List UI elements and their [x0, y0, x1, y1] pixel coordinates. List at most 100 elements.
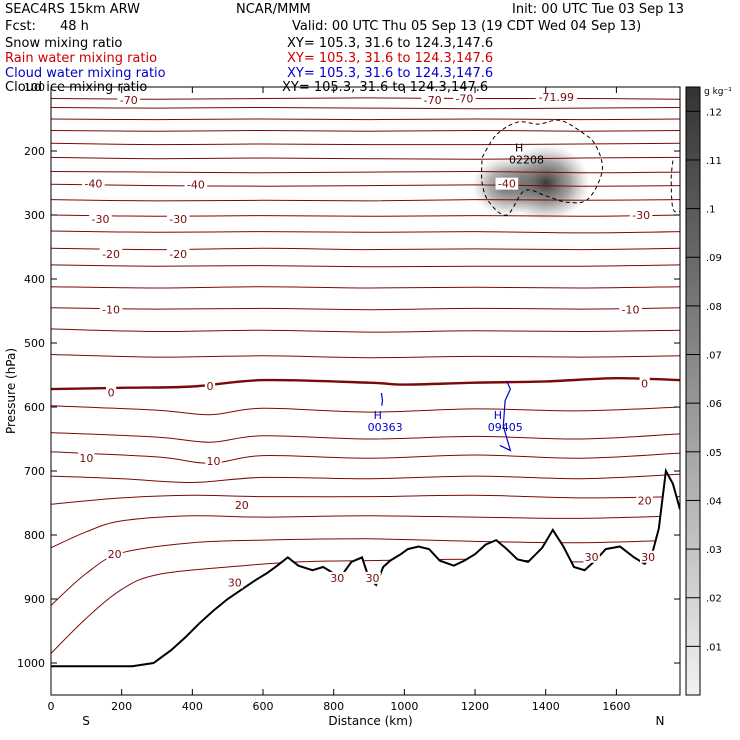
contour-label: 30	[366, 572, 380, 585]
init-time: Init: 00 UTC Tue 03 Sep 13	[512, 2, 685, 17]
contour-label: -10	[102, 304, 120, 317]
y-tick-label: 600	[24, 401, 45, 414]
temperature-contour	[51, 142, 680, 146]
contour-label-bg	[233, 498, 251, 511]
contour-label: -20	[169, 248, 187, 261]
y-axis-label: Pressure (hPa)	[4, 348, 18, 434]
y-tick-label: 100	[24, 81, 45, 94]
temperature-contour	[51, 118, 680, 121]
contour-label-bg	[629, 209, 653, 221]
x-axis-label: Distance (km)	[328, 714, 412, 728]
y-tick-label: 400	[24, 273, 45, 286]
colorbar-tick-label: .02	[706, 594, 722, 605]
high-marker: H	[515, 141, 523, 154]
temperature-contour	[51, 214, 680, 217]
x-tick-label: 600	[253, 700, 274, 713]
contour-label-bg	[105, 386, 117, 399]
contour-label: 30	[330, 572, 344, 585]
y-tick-label: 200	[24, 145, 45, 158]
legend-snow-xy: XY= 105.3, 31.6 to 124.3,147.6	[287, 36, 494, 51]
colorbar-tick-label: .11	[706, 156, 722, 167]
contour-label-bg	[226, 576, 243, 589]
x-tick-label: 1400	[532, 700, 560, 713]
contour-label-bg	[184, 178, 208, 191]
temperature-contour	[51, 106, 680, 110]
legend-cloud-water-xy: XY= 105.3, 31.6 to 124.3,147.6	[287, 66, 494, 81]
x-tick-label: 1600	[602, 700, 630, 713]
contour-label: 10	[207, 455, 221, 468]
contour-label-bg	[99, 303, 123, 316]
colorbar-tick-label: .12	[706, 107, 722, 118]
temperature-contour	[51, 170, 680, 174]
contour-label: 20	[235, 499, 249, 512]
contour-label: -40	[187, 178, 205, 191]
contour-label-bg	[453, 92, 476, 105]
contour-label: -30	[632, 209, 650, 222]
temperature-contour	[51, 264, 680, 268]
contour-label-bg	[166, 212, 190, 225]
colorbar-tick-label: .04	[706, 496, 722, 507]
cloud-water-contour	[499, 381, 512, 452]
temperature-contour	[51, 494, 680, 505]
y-tick-label: 900	[24, 593, 45, 606]
y-tick-label: 500	[24, 337, 45, 350]
contour-label: -30	[169, 213, 187, 226]
y-tick-label: 700	[24, 465, 45, 478]
contour-label-bg	[421, 93, 444, 106]
contour-label: -70	[424, 94, 442, 107]
contour-label-bg	[619, 303, 642, 316]
contour-label: -40	[84, 178, 102, 191]
temperature-contour	[51, 247, 680, 251]
cloud-water-contour	[380, 392, 384, 406]
x-tick-label: 200	[111, 700, 132, 713]
x-tick-label: 400	[182, 700, 203, 713]
temperature-contour	[51, 451, 680, 464]
colorbar-tick-label: .06	[706, 399, 722, 410]
contour-label: -10	[622, 304, 640, 317]
high-value: 02208	[509, 153, 544, 166]
colorbar-tick-label: .07	[706, 351, 722, 362]
x-tick-label: 0	[48, 700, 55, 713]
contour-label: 30	[641, 551, 655, 564]
temperature-contour	[51, 307, 680, 311]
contour-label: -70	[120, 94, 138, 107]
temperature-contour	[51, 199, 680, 202]
temperature-contour	[51, 156, 680, 160]
temperature-contour	[51, 183, 680, 187]
colorbar-tick-label: .1	[706, 205, 716, 216]
contour-label: -71.99	[539, 91, 574, 104]
contour-label-bg	[636, 494, 653, 507]
terrain-line	[51, 467, 680, 668]
high-marker: H	[374, 409, 382, 422]
temperature-contour	[51, 432, 680, 443]
temperature-contour	[51, 286, 680, 289]
contour-label-bg	[117, 93, 141, 106]
contour-label-bg	[329, 571, 346, 584]
colorbar-tick-label: .01	[706, 642, 722, 653]
colorbar-tick-label: .08	[706, 302, 722, 313]
contour-label-bg	[78, 452, 95, 465]
endpoint-right-label: N	[656, 714, 665, 728]
contour-label-bg	[99, 248, 123, 261]
colorbar-tick-label: .09	[706, 253, 722, 264]
x-tick-label: 1200	[461, 700, 489, 713]
contour-label: 30	[228, 576, 242, 589]
endpoint-left-label: S	[82, 714, 90, 728]
contour-label: 20	[108, 548, 122, 561]
x-tick-label: 800	[323, 700, 344, 713]
legend-rain-xy: XY= 105.3, 31.6 to 124.3,147.6	[287, 51, 494, 66]
temperature-contour	[51, 473, 680, 484]
contour-label-bg	[82, 177, 105, 190]
contour-label-bg	[106, 548, 123, 561]
contour-label-bg	[535, 91, 577, 104]
zero-degree-contour	[51, 376, 680, 391]
contour-label: 10	[79, 452, 93, 465]
contour-label-bg	[639, 550, 657, 563]
contour-label-bg	[364, 571, 381, 584]
contour-label: 20	[638, 494, 652, 507]
colorbar-unit: g kg⁻¹	[704, 87, 732, 97]
contour-label: 0	[641, 377, 648, 390]
high-value: 09405	[488, 421, 523, 434]
temperature-contour	[51, 97, 680, 100]
